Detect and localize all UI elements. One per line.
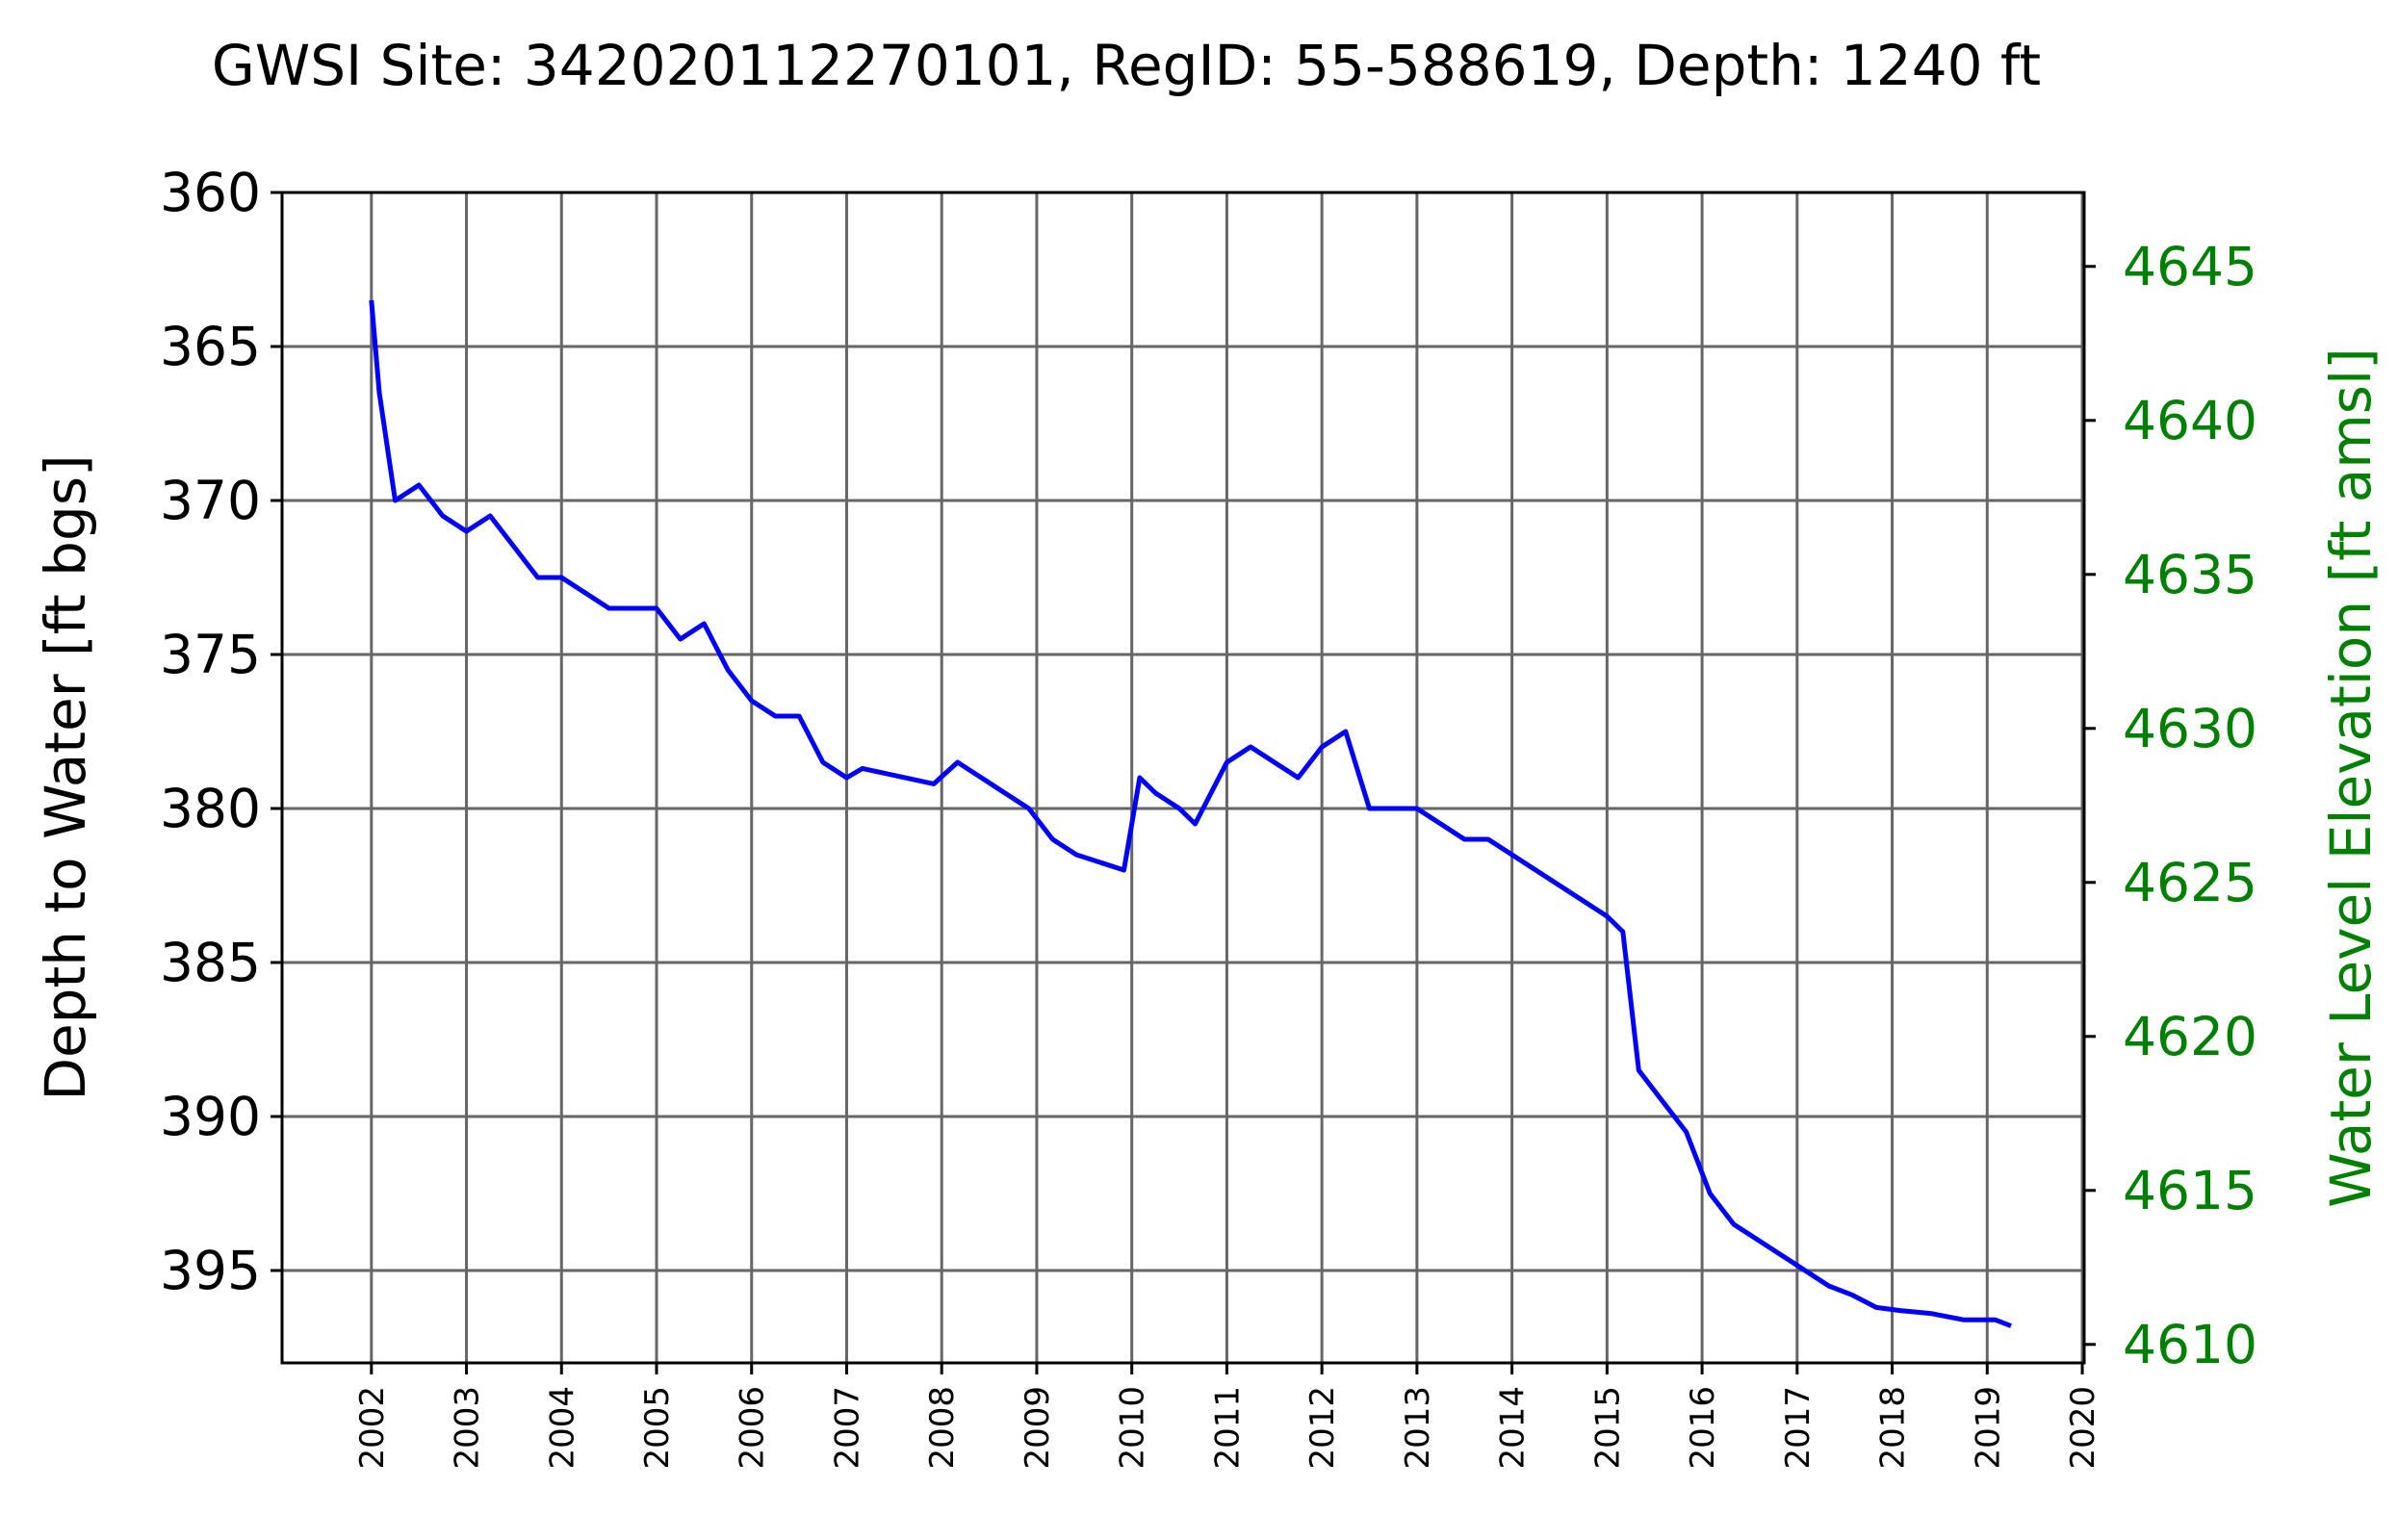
right-axis-ticks: 4610 4615 4620 4625 4630 4635 4640 4645 xyxy=(2084,236,2257,1375)
x-tick-label: 2015 xyxy=(1588,1386,1627,1470)
x-tick-label: 2010 xyxy=(1114,1386,1152,1470)
x-tick-label: 2003 xyxy=(449,1386,487,1470)
y-right-tick-label: 4630 xyxy=(2123,698,2257,759)
y-right-tick-label: 4635 xyxy=(2123,544,2257,605)
y-right-tick-label: 4625 xyxy=(2123,852,2257,913)
x-tick-label: 2012 xyxy=(1303,1386,1342,1470)
chart-title: GWSI Site: 342020112270101, RegID: 55-58… xyxy=(212,33,2041,98)
y-tick-label: 375 xyxy=(160,624,261,685)
x-tick-label: 2002 xyxy=(353,1386,392,1470)
y-tick-label: 365 xyxy=(160,316,261,377)
y-right-tick-label: 4645 xyxy=(2123,236,2257,297)
x-axis-ticks: 2002 2003 2004 2005 2006 2007 2008 2009 2010 2011… xyxy=(353,1363,2102,1470)
y-tick-label: 380 xyxy=(160,778,261,839)
y-right-tick-label: 4610 xyxy=(2123,1314,2257,1375)
y-axis-label: Depth to Water [ft bgs] xyxy=(33,454,98,1100)
y-tick-label: 390 xyxy=(160,1086,261,1147)
x-tick-label: 2014 xyxy=(1494,1386,1533,1470)
y-axis-label-right: Water Level Elevation [ft amsl] xyxy=(2318,347,2384,1207)
x-tick-label: 2016 xyxy=(1684,1386,1722,1470)
x-tick-label: 2006 xyxy=(734,1386,772,1470)
x-tick-label: 2017 xyxy=(1779,1386,1818,1470)
x-tick-label: 2005 xyxy=(638,1386,677,1470)
series-group xyxy=(369,299,2012,1328)
x-tick-label: 2013 xyxy=(1399,1386,1437,1470)
x-tick-label: 2009 xyxy=(1019,1386,1057,1470)
x-tick-label: 2007 xyxy=(828,1386,866,1470)
plot-area xyxy=(280,191,2086,1365)
x-tick-label: 2008 xyxy=(923,1386,962,1470)
x-tick-label: 2020 xyxy=(2064,1386,2102,1470)
y-tick-label: 385 xyxy=(160,932,261,993)
series-line xyxy=(369,299,2012,1328)
left-axis-ticks: 360 365 370 375 380 385 390 395 xyxy=(160,162,282,1301)
y-right-tick-label: 4620 xyxy=(2123,1006,2257,1067)
x-tick-label: 2019 xyxy=(1969,1386,2007,1470)
y-tick-label: 370 xyxy=(160,470,261,531)
y-tick-label: 395 xyxy=(160,1240,261,1301)
x-tick-label: 2018 xyxy=(1874,1386,1913,1470)
y-right-tick-label: 4640 xyxy=(2123,390,2257,451)
x-tick-label: 2011 xyxy=(1208,1386,1247,1470)
y-right-tick-label: 4615 xyxy=(2123,1160,2257,1221)
x-tick-label: 2004 xyxy=(543,1386,581,1470)
grid-lines xyxy=(282,191,2084,1363)
y-tick-label: 360 xyxy=(160,162,261,223)
